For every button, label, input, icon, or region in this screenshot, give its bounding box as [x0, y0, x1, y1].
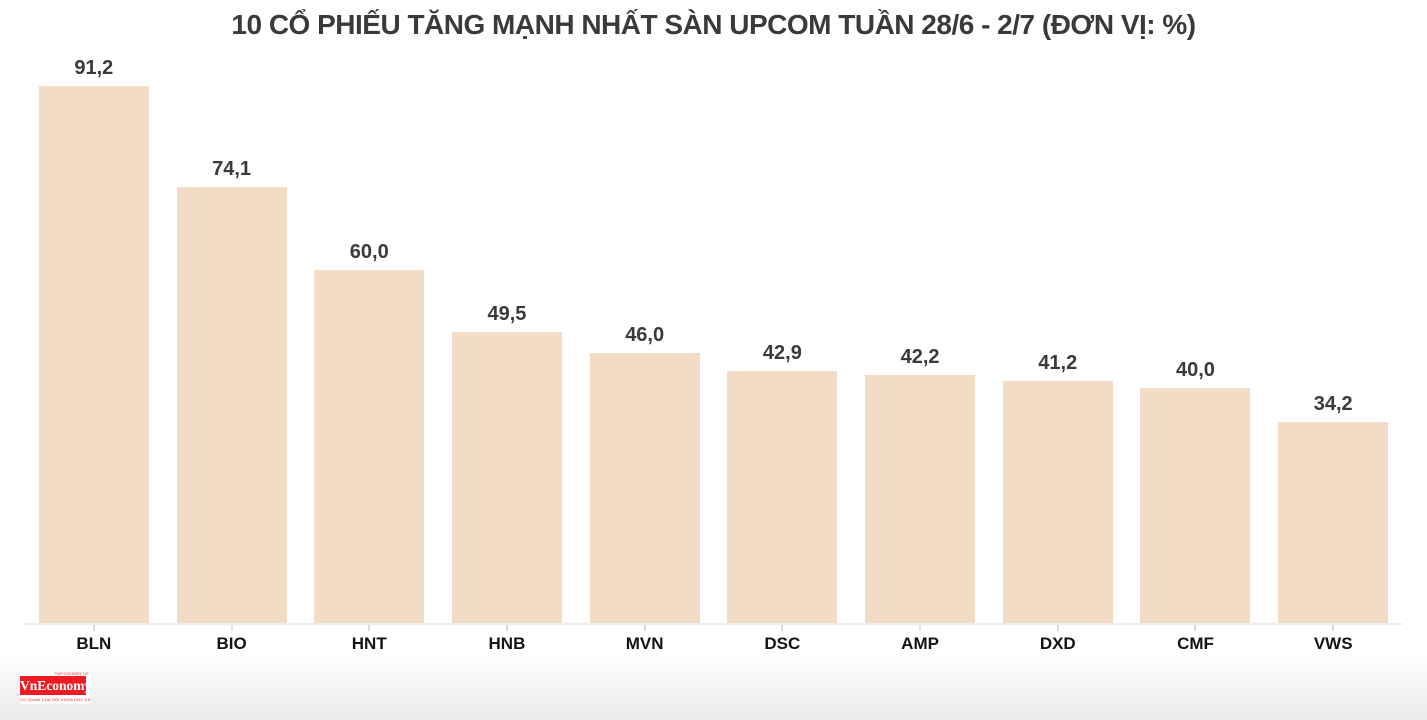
bar [589, 353, 700, 624]
x-axis-line [25, 623, 1402, 625]
bar-category-label: MVN [625, 634, 664, 653]
bar-category-label: BLN [76, 634, 112, 653]
bar-value-label: 41,2 [1038, 352, 1078, 374]
bar-category-label: AMP [901, 634, 939, 653]
bar-group: 41,2 [989, 0, 1127, 631]
bar-group: 91,2 [25, 0, 163, 631]
bar-group: 40,0 [1127, 0, 1265, 631]
bar-value-label: 34,2 [1313, 393, 1353, 415]
bar-group: 42,9 [714, 0, 852, 631]
axis-tick [1194, 625, 1197, 631]
bar-group: 74,1 [163, 0, 301, 631]
bar [1140, 388, 1251, 624]
axis-tick [1056, 625, 1059, 631]
bar-category-label: BIO [216, 634, 247, 653]
bar-value-label: 42,9 [762, 342, 802, 364]
bar-group: 49,5 [438, 0, 576, 631]
chart-title: 10 CỔ PHIẾU TĂNG MẠNH NHẤT SÀN UPCOM TUẦ… [231, 9, 1196, 40]
bar-value-label: 40,0 [1176, 359, 1215, 381]
bar [176, 187, 287, 624]
logo-wordmark: VnEconomy [20, 676, 92, 695]
bar-value-label: 42,2 [900, 346, 940, 368]
bar-value-label: 46,0 [625, 324, 665, 346]
bar-group: 42,2 [851, 0, 989, 631]
axis-tick [919, 625, 922, 631]
bar [451, 332, 562, 624]
bar-category-label: CMF [1177, 634, 1214, 653]
bars-container: 91,2 74,1 60,0 49,5 46,0 42,9 42,2 41,2 [25, 0, 1402, 631]
bar-category-label: HNB [488, 634, 526, 653]
bar-value-label: 60,0 [349, 241, 389, 263]
bottom-gradient [0, 656, 1427, 720]
bar-category-label: VWS [1313, 634, 1353, 653]
bar-category-label: HNT [351, 634, 387, 653]
axis-tick [781, 625, 784, 631]
bar [38, 86, 149, 624]
x-axis-labels: BLN BIO HNT HNB MVN DSC AMP DXD CMF VWS [25, 634, 1402, 654]
vneconomy-logo: TẠP CHÍ ĐIỆN TỬ VnEconomy CƠ QUAN CỦA HỘ… [20, 671, 92, 704]
axis-tick [368, 625, 371, 631]
bar [1002, 381, 1113, 624]
axis-tick [230, 625, 233, 631]
bar [865, 375, 976, 624]
axis-tick [643, 625, 646, 631]
bar [1278, 422, 1389, 624]
bar-value-label: 91,2 [74, 57, 114, 79]
bar [727, 371, 838, 624]
logo-top-text: TẠP CHÍ ĐIỆN TỬ [54, 671, 88, 676]
bar-value-label: 49,5 [487, 303, 527, 325]
bar [314, 270, 425, 624]
bar-category-label: DSC [764, 634, 801, 653]
bar-group: 46,0 [576, 0, 714, 631]
axis-tick [1332, 625, 1335, 631]
axis-tick [92, 625, 95, 631]
logo-tagline: CƠ QUAN CỦA HỘI KHOA HỌC KINH TẾ VIỆT NA… [20, 697, 90, 702]
bar-chart: 91,2 74,1 60,0 49,5 46,0 42,9 42,2 41,2 [25, 0, 1402, 631]
bar-value-label: 74,1 [212, 158, 252, 180]
bar-category-label: DXD [1039, 634, 1076, 653]
bar-group: 60,0 [300, 0, 438, 631]
axis-tick [505, 625, 508, 631]
bar-group: 34,2 [1264, 0, 1402, 631]
